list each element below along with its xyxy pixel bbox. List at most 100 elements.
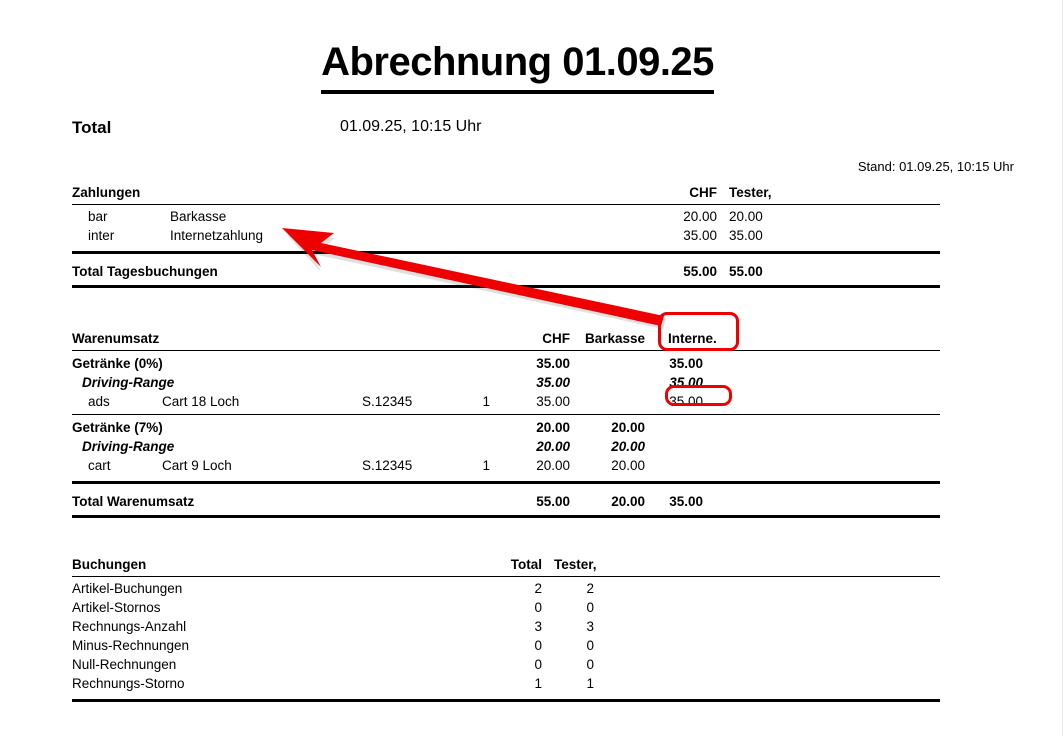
zahlungen-row-name: Barkasse <box>170 209 227 224</box>
zahlungen-row-tester: 20.00 <box>729 209 763 224</box>
warenumsatz-item-qty: 1 <box>482 394 491 409</box>
warenumsatz-group-interne: 35.00 <box>669 356 704 371</box>
zahlungen-row-code: bar <box>88 209 108 224</box>
zahlungen-row-chf: 35.00 <box>683 228 717 243</box>
table-row: Rechnungs-Storno 1 1 <box>72 672 940 691</box>
warenumsatz-group-chf: 20.00 <box>536 420 571 435</box>
warenumsatz-total-chf: 55.00 <box>536 494 571 509</box>
warenumsatz-item-code: cart <box>88 458 111 473</box>
warenumsatz-item-name: Cart 9 Loch <box>162 458 232 473</box>
zahlungen-row-code: inter <box>88 228 115 243</box>
table-row: Rechnungs-Anzahl 3 3 <box>72 615 940 634</box>
warenumsatz-section-label: Warenumsatz <box>72 331 160 346</box>
buchungen-row-total: 2 <box>534 581 542 596</box>
warenumsatz-group-barkasse: 20.00 <box>611 420 646 435</box>
table-row: ads Cart 18 Loch S.12345 1 35.00 35.00 <box>72 390 940 409</box>
zahlungen-col-chf: CHF <box>689 185 717 200</box>
warenumsatz-group-label: Getränke (0%) <box>72 356 163 371</box>
buchungen-row-total: 0 <box>534 638 542 653</box>
zahlungen-row-name: Internetzahlung <box>170 228 264 243</box>
warenumsatz-col-interne: Interne. <box>668 331 717 346</box>
buchungen-section-label: Buchungen <box>72 557 147 572</box>
zahlungen-total-rule-bottom <box>72 279 940 288</box>
warenumsatz-group-interne <box>645 415 725 436</box>
warenumsatz-total-barkasse: 20.00 <box>611 494 646 509</box>
warenumsatz-group-rule <box>72 409 941 415</box>
warenumsatz-item-barkasse: 20.00 <box>611 458 646 473</box>
zahlungen-table: Zahlungen CHF Tester, bar Barkasse 20.00… <box>72 178 940 288</box>
zahlungen-total-chf: 55.00 <box>683 264 717 279</box>
warenumsatz-subgroup-row: Driving-Range 35.00 35.00 <box>72 371 940 390</box>
zahlungen-header-rule <box>72 200 940 205</box>
zahlungen-total-rule-top <box>72 243 940 254</box>
table-row: Null-Rechnungen 0 0 <box>72 653 940 672</box>
page-title-text: Abrechnung 01.09.25 <box>321 40 714 94</box>
warenumsatz-total-rule-bottom <box>72 509 941 518</box>
buchungen-row-tester: 0 <box>586 657 594 672</box>
warenumsatz-subgroup-label: Driving-Range <box>82 439 175 454</box>
buchungen-row-name: Minus-Rechnungen <box>72 638 190 653</box>
warenumsatz-total-row: Total Warenumsatz 55.00 20.00 35.00 <box>72 483 940 509</box>
warenumsatz-section: Warenumsatz CHF Barkasse Interne. Geträn… <box>72 324 941 518</box>
warenumsatz-col-barkasse: Barkasse <box>584 331 646 346</box>
buchungen-section: Buchungen Total Tester, Artikel-Buchunge… <box>72 550 940 702</box>
buchungen-header-row: Buchungen Total Tester, <box>72 550 940 572</box>
table-row: Minus-Rechnungen 0 0 <box>72 634 940 653</box>
buchungen-bottom-rule <box>72 691 940 702</box>
zahlungen-section: Zahlungen CHF Tester, bar Barkasse 20.00… <box>72 178 940 288</box>
zahlungen-row-chf: 20.00 <box>683 209 717 224</box>
warenumsatz-total-rule-top <box>72 473 941 484</box>
warenumsatz-subgroup-chf: 20.00 <box>536 439 571 454</box>
buchungen-col-tester: Tester, <box>554 557 597 572</box>
zahlungen-header-row: Zahlungen CHF Tester, <box>72 178 940 200</box>
total-label: Total <box>72 118 112 137</box>
warenumsatz-total-interne: 35.00 <box>669 494 704 509</box>
warenumsatz-header-rule <box>72 346 941 351</box>
warenumsatz-group-chf: 35.00 <box>536 356 571 371</box>
warenumsatz-table: Warenumsatz CHF Barkasse Interne. Geträn… <box>72 324 941 518</box>
buchungen-row-name: Artikel-Stornos <box>72 600 161 615</box>
buchungen-row-tester: 0 <box>586 600 594 615</box>
zahlungen-total-row: Total Tagesbuchungen 55.00 55.00 <box>72 253 940 279</box>
table-row: Artikel-Stornos 0 0 <box>72 596 940 615</box>
table-row: Artikel-Buchungen 2 2 <box>72 577 940 596</box>
buchungen-row-total: 0 <box>534 600 542 615</box>
warenumsatz-item-interne <box>645 454 725 473</box>
stand-timestamp: Stand: 01.09.25, 10:15 Uhr <box>857 159 1014 174</box>
buchungen-table: Buchungen Total Tester, Artikel-Buchunge… <box>72 550 940 702</box>
buchungen-row-tester: 2 <box>586 581 594 596</box>
warenumsatz-item-qty: 1 <box>482 458 491 473</box>
warenumsatz-subgroup-chf: 35.00 <box>536 375 571 390</box>
warenumsatz-item-chf: 20.00 <box>536 458 571 473</box>
warenumsatz-group-barkasse <box>570 351 645 372</box>
warenumsatz-total-label: Total Warenumsatz <box>72 494 195 509</box>
warenumsatz-item-receipt: S.12345 <box>362 458 413 473</box>
warenumsatz-group-row: Getränke (7%) 20.00 20.00 <box>72 415 940 436</box>
buchungen-row-name: Null-Rechnungen <box>72 657 177 672</box>
warenumsatz-subgroup-barkasse: 20.00 <box>611 439 646 454</box>
buchungen-col-total: Total <box>510 557 542 572</box>
warenumsatz-subgroup-label: Driving-Range <box>82 375 175 390</box>
page-title: Abrechnung 01.09.25 <box>0 40 1035 94</box>
warenumsatz-item-receipt: S.12345 <box>362 394 413 409</box>
buchungen-row-total: 3 <box>534 619 542 634</box>
table-row: bar Barkasse 20.00 20.00 <box>72 205 940 224</box>
warenumsatz-subgroup-row: Driving-Range 20.00 20.00 <box>72 435 940 454</box>
warenumsatz-item-chf: 35.00 <box>536 394 571 409</box>
warenumsatz-item-name: Cart 18 Loch <box>162 394 240 409</box>
zahlungen-col-tester: Tester, <box>729 185 772 200</box>
table-row: inter Internetzahlung 35.00 35.00 <box>72 224 940 243</box>
buchungen-row-total: 1 <box>534 676 542 691</box>
warenumsatz-col-chf: CHF <box>542 331 571 346</box>
warenumsatz-header-row: Warenumsatz CHF Barkasse Interne. <box>72 324 940 346</box>
buchungen-row-total: 0 <box>534 657 542 672</box>
buchungen-row-name: Rechnungs-Storno <box>72 676 185 691</box>
warenumsatz-item-interne: 35.00 <box>669 394 704 409</box>
buchungen-header-rule <box>72 572 940 577</box>
warenumsatz-group-label: Getränke (7%) <box>72 420 163 435</box>
zahlungen-total-label: Total Tagesbuchungen <box>72 264 218 279</box>
buchungen-row-name: Rechnungs-Anzahl <box>72 619 187 634</box>
buchungen-row-tester: 1 <box>586 676 594 691</box>
zahlungen-total-tester: 55.00 <box>729 264 763 279</box>
